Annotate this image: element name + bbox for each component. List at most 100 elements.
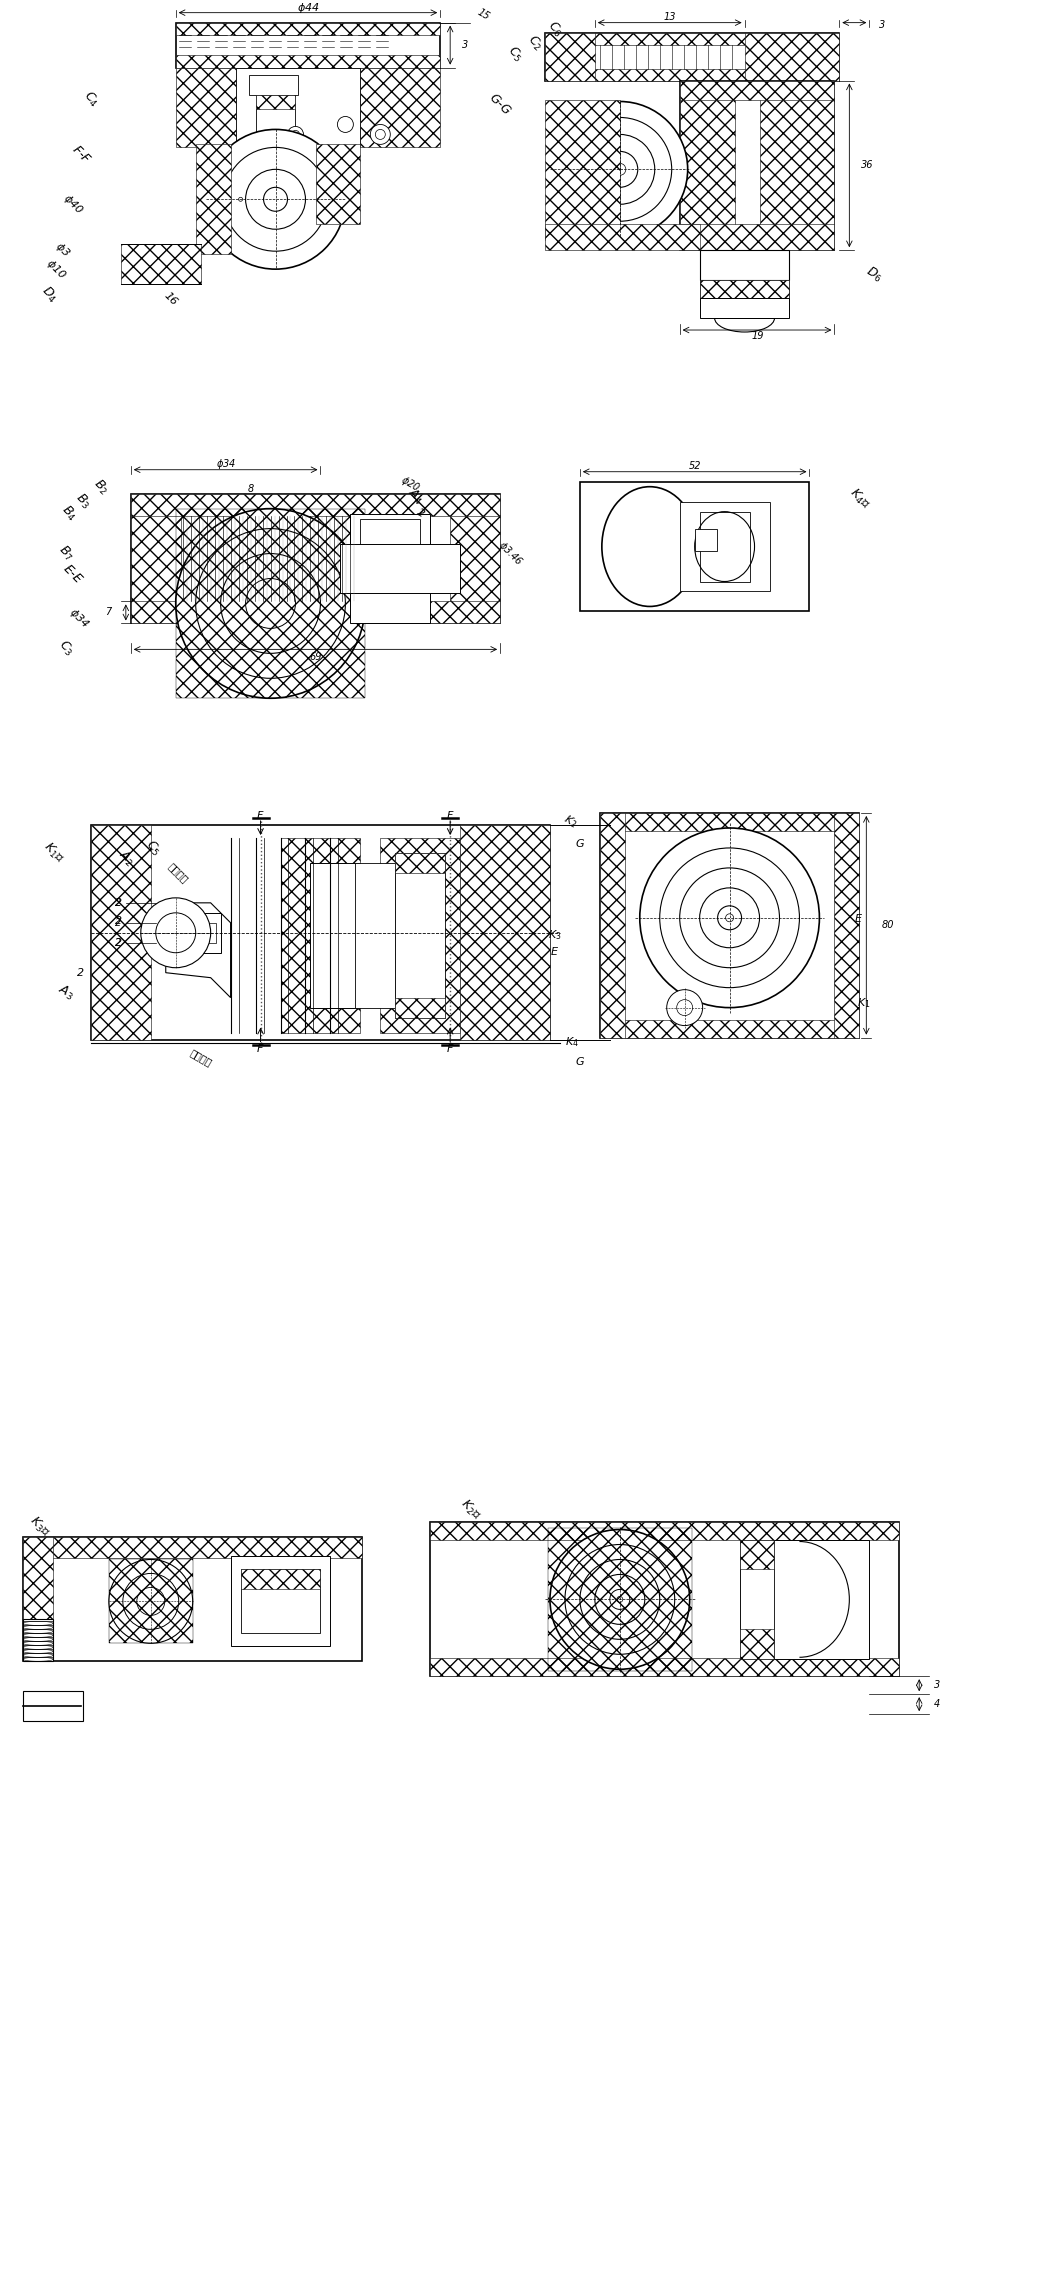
Text: $A_3$: $A_3$	[55, 982, 76, 1002]
Text: 主分型线: 主分型线	[188, 1048, 213, 1068]
Text: $F$: $F$	[257, 1041, 265, 1052]
Bar	[834, 813, 860, 1036]
Text: $B_3$: $B_3$	[72, 490, 93, 513]
Text: $C_2$: $C_2$	[525, 32, 546, 52]
Circle shape	[176, 508, 366, 699]
Bar	[395, 852, 445, 1018]
Text: $G$: $G$	[575, 1055, 585, 1066]
Bar	[360, 519, 420, 558]
Circle shape	[610, 1590, 630, 1608]
Text: $B_7$: $B_7$	[55, 542, 76, 565]
Bar	[317, 144, 360, 223]
Bar	[23, 1620, 53, 1661]
Bar	[241, 1570, 320, 1590]
Bar	[281, 838, 360, 1032]
Text: 开模方向: 开模方向	[166, 861, 191, 884]
Bar	[600, 813, 860, 831]
Bar	[196, 144, 231, 255]
Bar	[740, 1540, 775, 1570]
Bar	[231, 1556, 331, 1647]
Text: 7: 7	[105, 608, 111, 617]
Circle shape	[206, 130, 346, 269]
Text: $C_3$: $C_3$	[55, 638, 76, 658]
Circle shape	[337, 116, 353, 132]
Circle shape	[700, 888, 760, 948]
Text: $C_6$: $C_6$	[544, 18, 566, 41]
Bar	[744, 32, 840, 80]
Circle shape	[552, 103, 688, 237]
Bar	[450, 494, 500, 624]
Circle shape	[550, 1529, 690, 1670]
Text: 3: 3	[880, 21, 885, 30]
Bar	[740, 1629, 775, 1658]
Bar	[580, 481, 810, 611]
Text: $E$-$E$: $E$-$E$	[60, 560, 86, 585]
Text: 3: 3	[934, 1681, 940, 1690]
Circle shape	[568, 118, 672, 221]
Circle shape	[141, 898, 211, 968]
Text: $F$: $F$	[446, 809, 455, 820]
Circle shape	[370, 125, 390, 144]
Text: $K_2$: $K_2$	[561, 811, 579, 831]
Circle shape	[667, 989, 703, 1025]
Text: $K_4$: $K_4$	[565, 1036, 579, 1050]
Bar	[23, 1538, 363, 1661]
Bar	[241, 1570, 320, 1633]
Bar	[156, 923, 215, 943]
Bar	[700, 513, 749, 581]
Bar	[600, 813, 624, 1036]
Bar	[351, 513, 430, 624]
Text: 2: 2	[414, 508, 426, 519]
Circle shape	[137, 1588, 164, 1615]
Bar	[430, 1522, 899, 1540]
Circle shape	[292, 130, 300, 139]
Bar	[176, 68, 235, 148]
Circle shape	[238, 198, 243, 200]
Bar	[700, 298, 790, 319]
Text: $A_2$: $A_2$	[114, 847, 137, 868]
Bar	[176, 23, 440, 68]
Text: 8: 8	[247, 483, 253, 494]
Circle shape	[726, 913, 734, 923]
Bar	[235, 68, 360, 148]
Circle shape	[640, 827, 819, 1007]
Text: $K_1$向: $K_1$向	[39, 841, 67, 866]
Text: $D_6$: $D_6$	[863, 264, 885, 285]
Text: 52: 52	[688, 460, 701, 472]
Text: $A_4$: $A_4$	[404, 485, 426, 508]
Circle shape	[580, 1560, 659, 1640]
Bar	[91, 825, 550, 1039]
Text: 2: 2	[114, 918, 121, 927]
Bar	[545, 68, 840, 80]
Bar	[176, 55, 440, 68]
Text: $\phi$20: $\phi$20	[398, 472, 423, 494]
Text: 2: 2	[114, 898, 121, 909]
Text: 19: 19	[752, 330, 764, 342]
Bar	[600, 813, 860, 1036]
Bar	[23, 1538, 53, 1661]
Bar	[360, 558, 420, 588]
Bar	[740, 1540, 775, 1658]
Bar	[545, 223, 700, 251]
Bar	[249, 75, 299, 93]
Bar	[679, 501, 770, 592]
Text: 69: 69	[310, 652, 321, 663]
Circle shape	[614, 164, 625, 175]
Text: $\phi$3: $\phi$3	[52, 239, 73, 260]
Circle shape	[264, 187, 287, 212]
Bar	[255, 93, 296, 134]
Text: $\phi$34: $\phi$34	[66, 606, 92, 631]
Text: $\phi$40: $\phi$40	[59, 191, 86, 216]
Text: 2: 2	[116, 939, 122, 948]
Text: $K_3$: $K_3$	[548, 927, 562, 941]
Circle shape	[123, 1574, 179, 1629]
Bar	[130, 601, 500, 624]
Text: $\phi$44: $\phi$44	[297, 0, 320, 14]
Circle shape	[718, 907, 742, 929]
Bar	[176, 508, 366, 699]
Circle shape	[156, 913, 196, 952]
Text: 36: 36	[862, 159, 873, 171]
Bar	[679, 80, 735, 251]
Bar	[694, 528, 717, 551]
Circle shape	[602, 150, 638, 187]
